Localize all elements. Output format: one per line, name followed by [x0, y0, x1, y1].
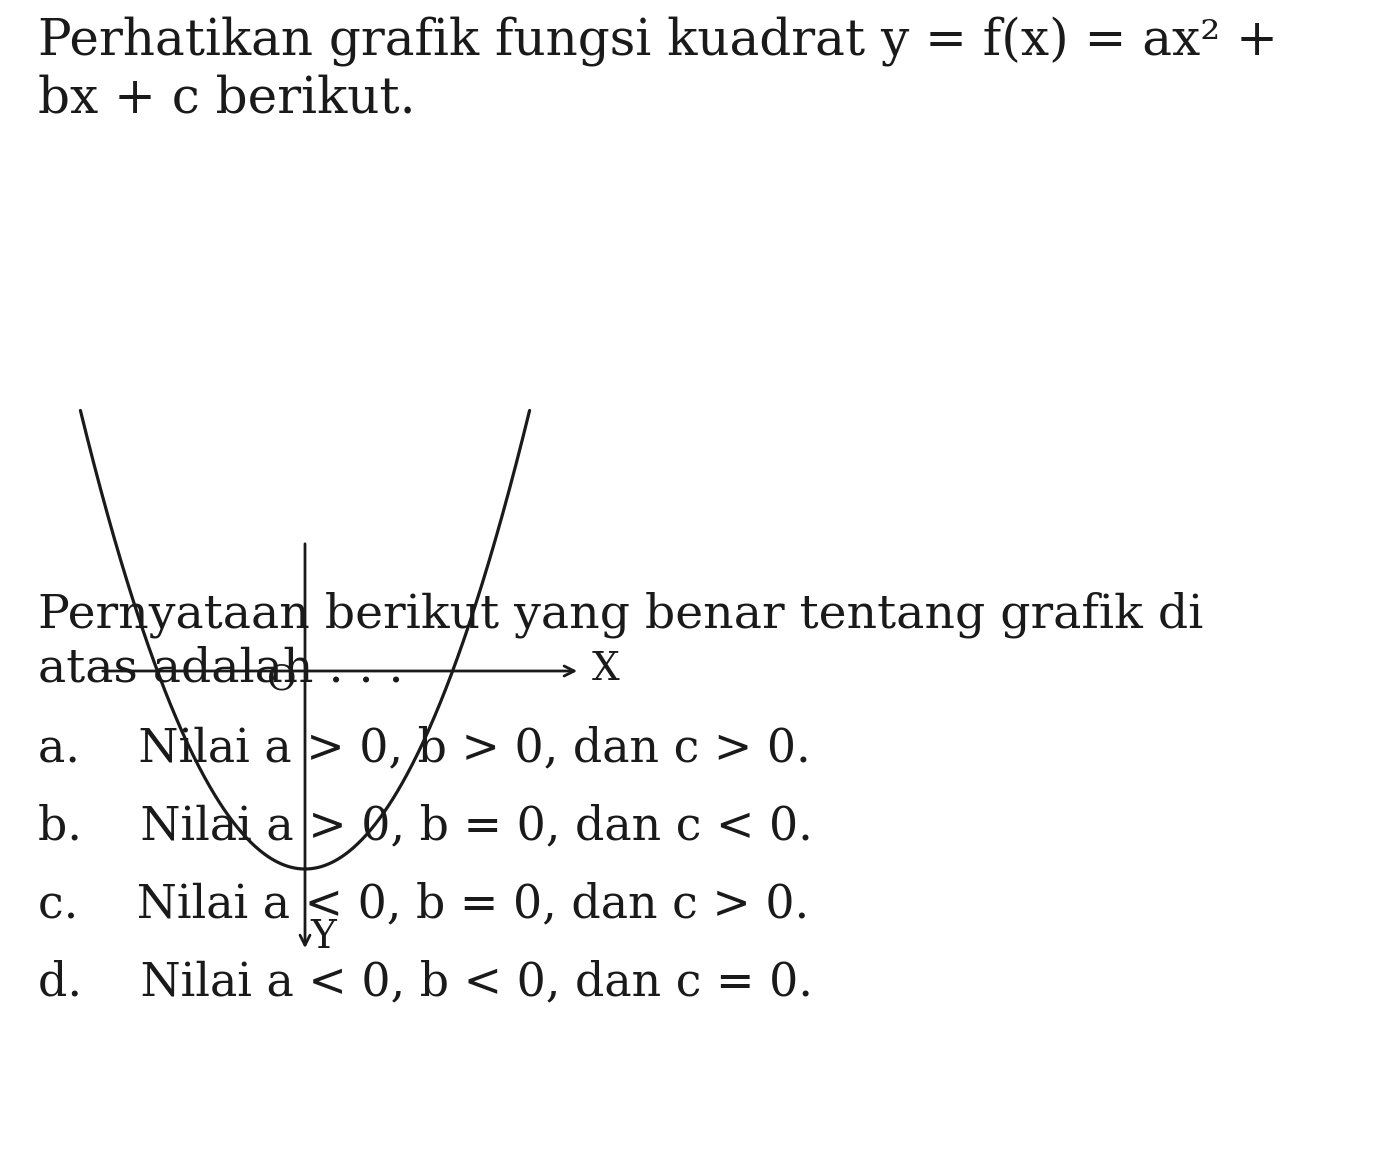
Text: atas adalah . . .: atas adalah . . . — [38, 646, 403, 691]
Text: Perhatikan grafik fungsi kuadrat y = f(x) = ax² +: Perhatikan grafik fungsi kuadrat y = f(x… — [38, 16, 1277, 66]
Text: Pernyataan berikut yang benar tentang grafik di: Pernyataan berikut yang benar tentang gr… — [38, 591, 1203, 637]
Text: b.    Nilai a > 0, b = 0, dan c < 0.: b. Nilai a > 0, b = 0, dan c < 0. — [38, 805, 813, 849]
Text: Y: Y — [309, 920, 336, 956]
Text: X: X — [593, 650, 620, 687]
Text: bx + c berikut.: bx + c berikut. — [38, 74, 415, 123]
Text: d.    Nilai a < 0, b < 0, dan c = 0.: d. Nilai a < 0, b < 0, dan c = 0. — [38, 960, 813, 1005]
Text: a.    Nilai a > 0, b > 0, dan c > 0.: a. Nilai a > 0, b > 0, dan c > 0. — [38, 726, 811, 771]
Text: c.    Nilai a < 0, b = 0, dan c > 0.: c. Nilai a < 0, b = 0, dan c > 0. — [38, 882, 808, 928]
Text: O: O — [268, 663, 297, 697]
